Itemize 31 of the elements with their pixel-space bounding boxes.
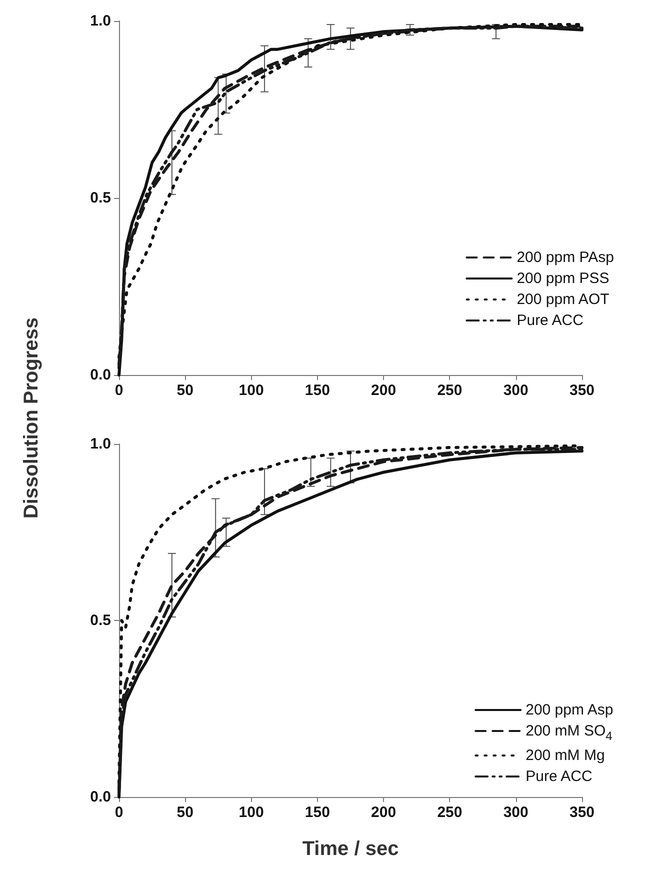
x-tick-label: 200 (371, 804, 396, 821)
x-tick-label: 100 (238, 382, 264, 399)
x-tick-label: 50 (176, 382, 194, 399)
x-tick-label: 250 (437, 382, 462, 399)
legend-label: 200 ppm AOT (516, 291, 610, 308)
x-tick-label: 350 (569, 804, 595, 821)
x-tick-label: 150 (304, 804, 330, 821)
x-tick-label: 300 (503, 804, 528, 821)
x-axis-title: Time / sec (302, 838, 399, 860)
legend-label: Pure ACC (526, 768, 592, 785)
x-tick-label: 0 (114, 804, 124, 821)
x-tick-label: 50 (176, 804, 194, 821)
y-axis-title: Dissolution Progress (20, 317, 44, 519)
y-tick-label: 0.0 (90, 366, 111, 384)
y-tick-label: 0.5 (90, 190, 111, 206)
legend-label: 200 ppm PAsp (516, 249, 614, 266)
y-tick-label: 1.0 (90, 436, 111, 452)
x-tick-label: 200 (371, 382, 396, 399)
legend-label: 200 mM Mg (526, 747, 605, 764)
x-tick-label: 350 (569, 382, 595, 399)
legend-label: 200 ppm Asp (526, 702, 614, 718)
legend-label: 200 ppm PSS (516, 270, 610, 287)
y-tick-label: 0.0 (90, 788, 111, 806)
x-tick-label: 250 (437, 804, 462, 821)
y-tick-label: 0.5 (90, 612, 111, 629)
y-tick-label: 1.0 (90, 12, 111, 30)
x-tick-label: 150 (304, 382, 330, 399)
x-tick-label: 0 (114, 382, 124, 399)
x-tick-label: 300 (503, 382, 528, 399)
x-tick-label: 100 (238, 804, 264, 821)
legend-label: Pure ACC (516, 312, 584, 329)
